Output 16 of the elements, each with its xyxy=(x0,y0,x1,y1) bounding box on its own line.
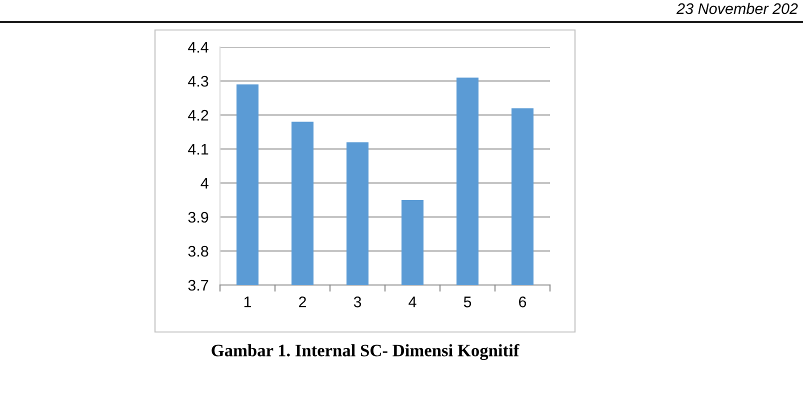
x-tick-label: 6 xyxy=(519,296,526,308)
y-tick-label: 4 xyxy=(200,178,208,189)
y-tick-label: 4.3 xyxy=(188,76,208,87)
text: 23 November 202 xyxy=(676,2,798,14)
x-tick-label: 2 xyxy=(299,296,306,308)
y-tick-label: 3.7 xyxy=(188,280,208,291)
y-tick-label: 4.1 xyxy=(188,144,208,155)
y-tick-label: 3.8 xyxy=(188,246,208,257)
x-tick-label: 5 xyxy=(464,296,472,308)
x-tick-label: 4 xyxy=(408,296,416,308)
text: Gambar 1. Internal SC- Dimensi Kognitif xyxy=(212,344,520,360)
y-tick-label: 4.2 xyxy=(188,110,208,121)
x-tick-label: 1 xyxy=(244,296,252,308)
y-tick-label: 3.9 xyxy=(188,212,208,223)
y-tick-label: 4.4 xyxy=(188,42,208,53)
x-tick-label: 3 xyxy=(354,296,362,308)
